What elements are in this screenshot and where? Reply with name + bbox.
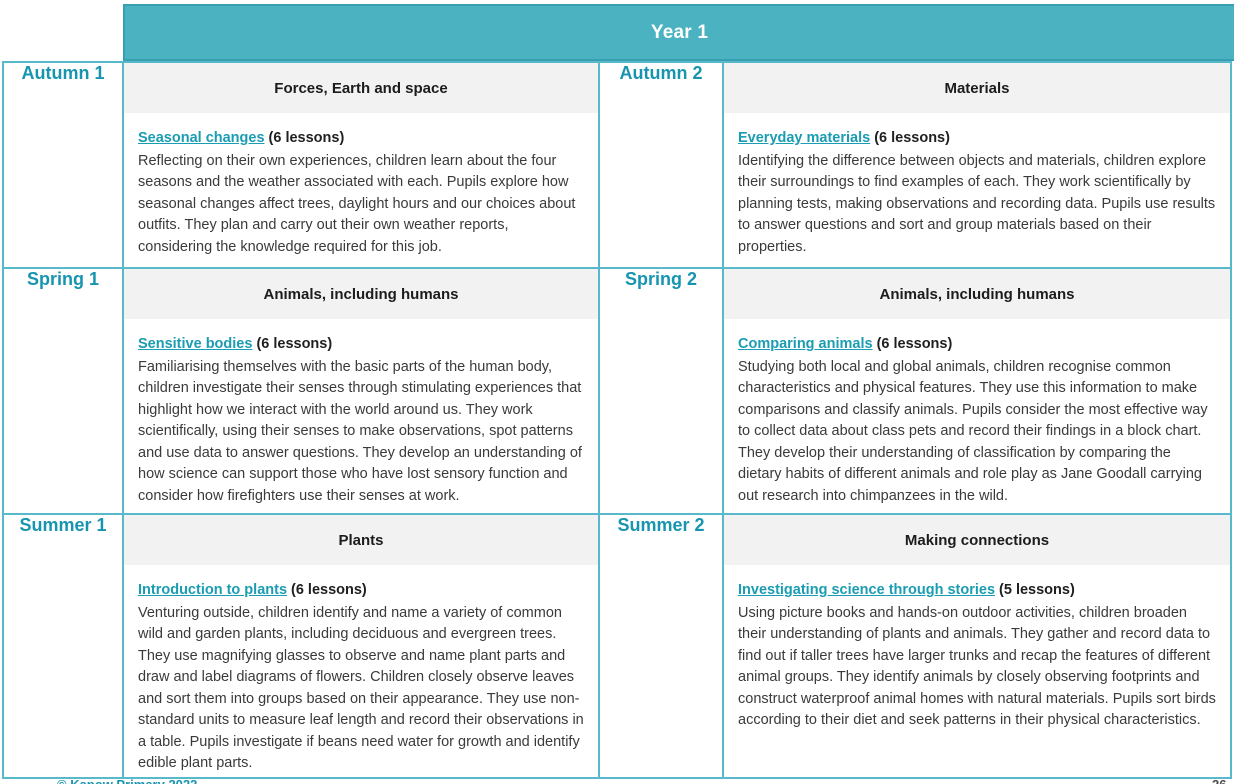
unit-description: Using picture books and hands-on outdoor…	[738, 604, 1216, 729]
year-header-band: Year 1	[123, 4, 1234, 61]
unit-description: Familiarising themselves with the basic …	[138, 358, 582, 504]
unit-cell-autumn-1: Forces, Earth and space Seasonal changes…	[122, 61, 600, 269]
unit-cell-summer-1: Plants Introduction to plants (6 lessons)…	[122, 513, 600, 779]
term-cell-summer-1: Summer 1	[2, 513, 124, 779]
lesson-count: (6 lessons)	[256, 336, 333, 352]
unit-cell-spring-1: Animals, including humans Sensitive bodi…	[122, 267, 600, 515]
lesson-count: (6 lessons)	[291, 582, 367, 598]
unit-description: Identifying the difference between objec…	[738, 152, 1216, 255]
unit-link[interactable]: Comparing animals	[738, 336, 873, 352]
footer-copyright: © Kapow Primary 2022	[57, 777, 197, 784]
table-row: Summer 1 Plants Introduction to plants (6…	[2, 513, 1232, 779]
term-cell-spring-1: Spring 1	[2, 267, 124, 515]
lesson-count: (5 lessons)	[999, 582, 1075, 598]
unit-description: Studying both local and global animals, …	[738, 358, 1208, 504]
table-row: Autumn 1 Forces, Earth and space Seasona…	[2, 61, 1232, 269]
unit-link[interactable]: Introduction to plants	[138, 582, 288, 598]
unit-description: Reflecting on their own experiences, chi…	[138, 152, 576, 255]
topic-heading: Animals, including humans	[724, 269, 1230, 319]
term-cell-autumn-2: Autumn 2	[598, 61, 724, 269]
topic-heading: Materials	[724, 63, 1230, 113]
curriculum-table: Autumn 1 Forces, Earth and space Seasona…	[2, 61, 1232, 779]
term-cell-summer-2: Summer 2	[598, 513, 724, 779]
page-number: 26	[1212, 777, 1226, 784]
topic-heading: Making connections	[724, 515, 1230, 565]
unit-link[interactable]: Investigating science through stories	[738, 582, 996, 598]
topic-heading: Plants	[124, 515, 598, 565]
topic-heading: Animals, including humans	[124, 269, 598, 319]
term-cell-autumn-1: Autumn 1	[2, 61, 124, 269]
unit-link[interactable]: Seasonal changes	[138, 130, 265, 146]
unit-description: Venturing outside, children identify and…	[138, 604, 584, 772]
table-row: Spring 1 Animals, including humans Sensi…	[2, 267, 1232, 515]
term-cell-spring-2: Spring 2	[598, 267, 724, 515]
unit-link[interactable]: Sensitive bodies	[138, 336, 253, 352]
unit-cell-spring-2: Animals, including humans Comparing anim…	[722, 267, 1232, 515]
year-title: Year 1	[650, 21, 709, 43]
lesson-count: (6 lessons)	[268, 130, 345, 146]
unit-cell-summer-2: Making connections Investigating science…	[722, 513, 1232, 779]
unit-link[interactable]: Everyday materials	[738, 130, 871, 146]
unit-cell-autumn-2: Materials Everyday materials (6 lessons) …	[722, 61, 1232, 269]
lesson-count: (6 lessons)	[876, 336, 953, 352]
lesson-count: (6 lessons)	[874, 130, 950, 146]
topic-heading: Forces, Earth and space	[124, 63, 598, 113]
